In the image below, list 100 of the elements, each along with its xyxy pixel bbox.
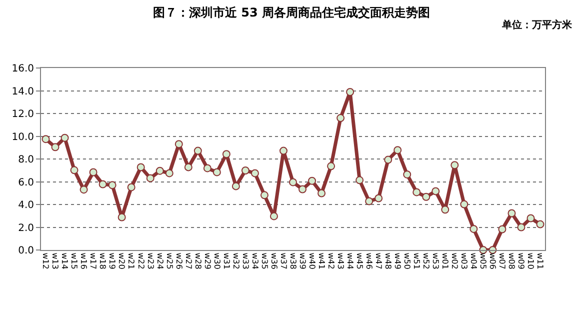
x-tick-label: w05 xyxy=(478,252,488,270)
point xyxy=(356,176,364,184)
point xyxy=(346,88,354,96)
point xyxy=(450,161,459,170)
point xyxy=(118,213,126,222)
x-tick-label: w43 xyxy=(336,252,345,270)
x-tick-label: w23 xyxy=(146,252,155,270)
x-tick-label: w34 xyxy=(250,252,260,270)
point xyxy=(536,220,544,228)
point xyxy=(403,170,412,178)
x-tick-label: w42 xyxy=(326,252,336,270)
x-tick-label: w33 xyxy=(240,252,250,270)
x-tick-label: w36 xyxy=(269,252,278,270)
point xyxy=(365,197,374,206)
x-tick-label: w11 xyxy=(536,252,545,270)
point xyxy=(212,168,221,176)
x-tick-label: w48 xyxy=(383,252,392,270)
x-tick-label: w02 xyxy=(450,252,460,270)
y-tick-label: 0.0 xyxy=(18,246,34,256)
point xyxy=(222,150,230,158)
point xyxy=(260,191,268,200)
point xyxy=(298,185,307,194)
x-tick-label: w49 xyxy=(393,252,402,270)
y-tick-label: 8.0 xyxy=(18,154,34,166)
point xyxy=(412,188,421,196)
x-tick-label: w29 xyxy=(202,252,212,270)
x-tick-label: w19 xyxy=(108,252,117,270)
y-tick-label: 14.0 xyxy=(12,86,34,98)
x-tick-label: w53 xyxy=(431,252,440,270)
point xyxy=(250,169,259,178)
point xyxy=(422,192,430,201)
point xyxy=(289,178,297,186)
x-tick-label: w52 xyxy=(422,252,431,270)
point xyxy=(517,223,526,232)
y-tick-label: 2.0 xyxy=(18,222,34,234)
point xyxy=(165,169,174,178)
x-tick-label: w03 xyxy=(460,252,469,270)
x-tick-label: w46 xyxy=(364,252,374,270)
x-tick-label: w38 xyxy=(288,252,298,270)
chart-title: 图７：深圳市近 53 周各周商品住宅成交面积走势图 xyxy=(152,6,430,20)
x-tick-label: w37 xyxy=(278,252,288,270)
point xyxy=(241,166,250,174)
x-tick-label: w30 xyxy=(212,252,222,270)
x-tick-label: w27 xyxy=(184,252,193,270)
point xyxy=(460,200,468,208)
x-tick-label: w25 xyxy=(164,252,174,270)
point xyxy=(394,146,402,154)
point xyxy=(441,206,450,214)
x-tick-label: w12 xyxy=(41,252,50,270)
x-tick-label: w50 xyxy=(402,252,412,270)
x-tick-label: w07 xyxy=(498,252,507,270)
x-tick-label: w51 xyxy=(412,252,422,270)
y-tick-label: 6.0 xyxy=(18,177,34,188)
point xyxy=(156,166,164,175)
x-tick-label: w41 xyxy=(316,252,326,270)
point xyxy=(526,214,535,222)
x-tick-label: w20 xyxy=(117,252,126,270)
point xyxy=(108,181,116,190)
point xyxy=(42,135,50,144)
point xyxy=(508,209,516,218)
point xyxy=(318,189,326,198)
point xyxy=(470,224,478,233)
x-tick-label: w18 xyxy=(98,252,108,270)
point xyxy=(60,134,69,142)
x-tick-label: w09 xyxy=(516,252,526,270)
x-tick-label: w35 xyxy=(260,252,269,270)
x-tick-label: w39 xyxy=(298,252,307,270)
x-tick-label: w28 xyxy=(193,252,202,270)
x-tick-label: w04 xyxy=(469,252,478,270)
point xyxy=(98,180,107,188)
y-tick-label: 12.0 xyxy=(12,109,34,120)
x-tick-label: w14 xyxy=(60,252,70,270)
x-tick-label: w45 xyxy=(354,252,364,270)
x-tick-label: w06 xyxy=(488,252,498,270)
point xyxy=(146,174,154,182)
point xyxy=(232,182,240,190)
point xyxy=(89,168,98,176)
point xyxy=(194,146,202,155)
x-tick-label: w22 xyxy=(136,252,146,270)
point xyxy=(184,163,192,172)
point xyxy=(308,176,316,185)
point xyxy=(136,163,145,172)
y-tick-label: 16.0 xyxy=(12,64,34,74)
x-tick-label: w16 xyxy=(79,252,88,270)
x-tick-label: w15 xyxy=(70,252,79,270)
x-tick-label: w32 xyxy=(231,252,240,270)
point xyxy=(384,156,392,164)
point xyxy=(279,146,288,155)
y-tick-label: 10.0 xyxy=(12,132,34,143)
y-tick-label: 4.0 xyxy=(18,200,34,211)
point xyxy=(203,164,212,172)
x-tick-label: w47 xyxy=(374,252,383,270)
point xyxy=(374,194,383,202)
x-tick-label: w24 xyxy=(155,252,164,270)
x-tick-label: w26 xyxy=(174,252,184,270)
x-tick-label: w40 xyxy=(307,252,316,270)
x-tick-label: w08 xyxy=(507,252,516,270)
point xyxy=(270,212,278,220)
x-tick-label: w01 xyxy=(440,252,450,270)
chart-subtitle: 单位：万平方米 xyxy=(501,19,573,31)
